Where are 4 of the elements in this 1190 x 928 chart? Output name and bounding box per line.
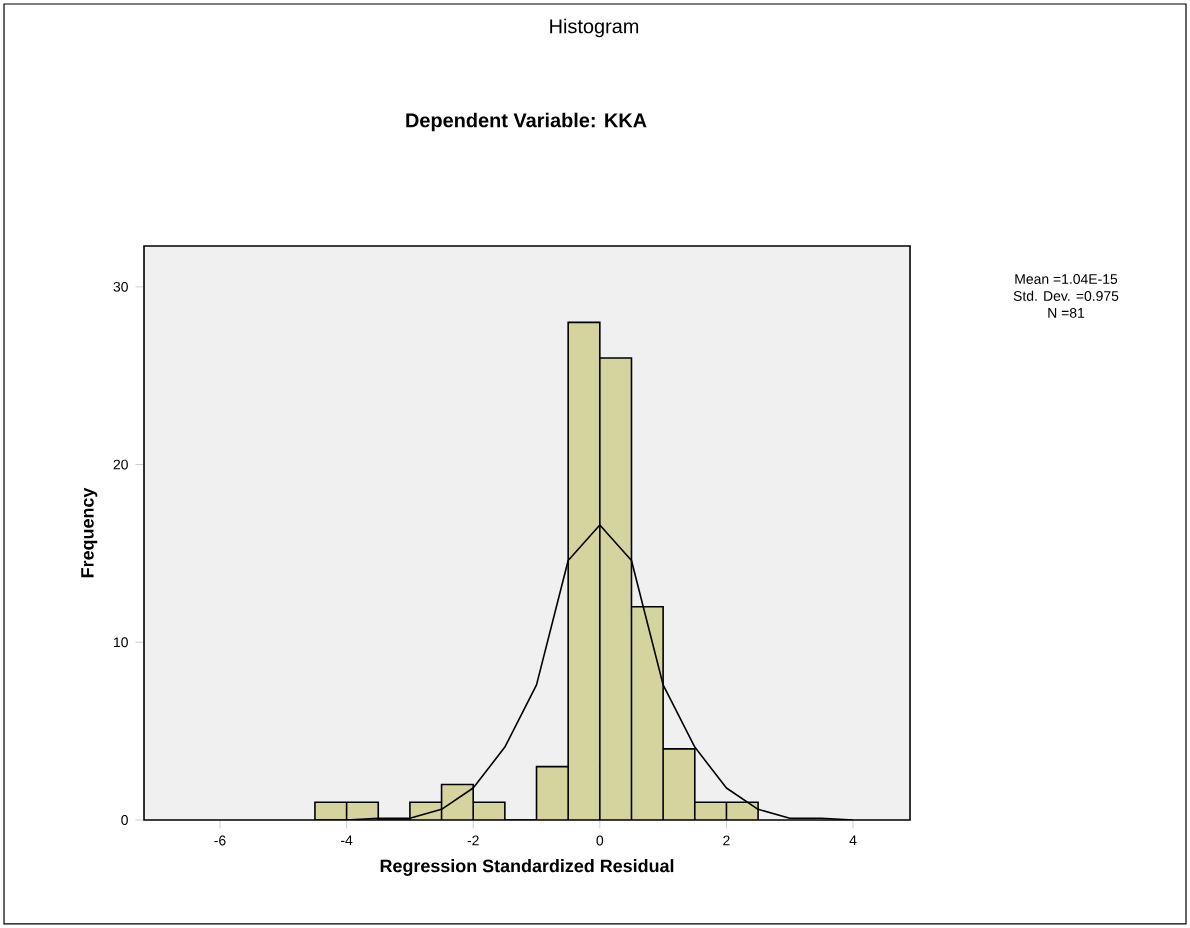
chart-subtitle: Dependent Variable: KKA <box>406 112 647 132</box>
x-axis-title: Regression Standardized Residual <box>380 859 674 876</box>
y-axis-title: Frequency <box>81 487 98 578</box>
chart-title: Histogram <box>550 18 639 38</box>
